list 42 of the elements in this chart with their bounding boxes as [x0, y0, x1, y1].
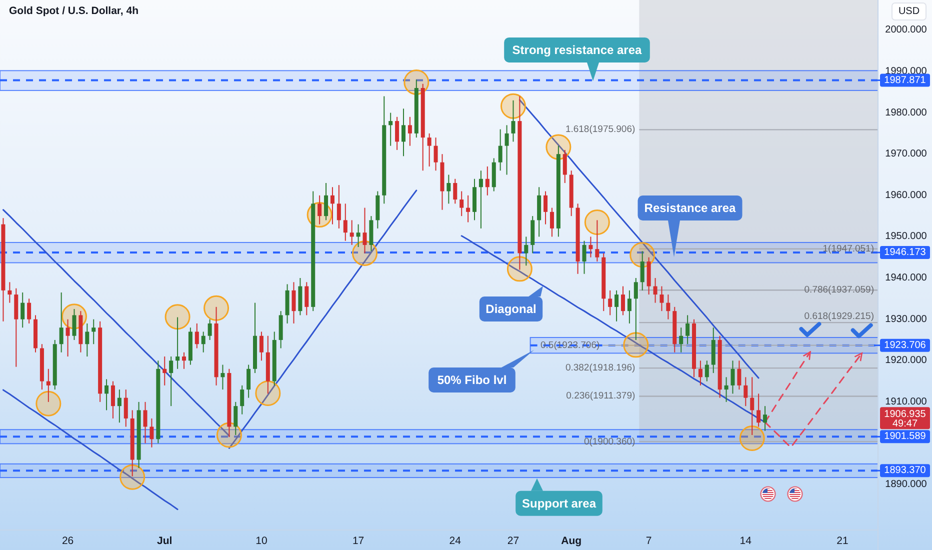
text: 1906.935 — [884, 409, 926, 420]
y-tick-label: 1930.000 — [885, 314, 928, 325]
text: Gold Spot / U.S. Dollar, 4h — [9, 5, 139, 17]
y-tick-label: 1950.000 — [885, 231, 928, 242]
x-tick-label: 17 — [352, 535, 364, 547]
annotation: Strong resistance area — [512, 42, 642, 57]
y-tick-label: 1890.000 — [885, 479, 928, 490]
y-tick-label: 1990.000 — [885, 66, 928, 77]
annotation: Diagonal — [486, 302, 536, 316]
x-tick-label: 27 — [507, 535, 520, 547]
y-tick-label: 1980.000 — [885, 107, 928, 118]
ref-line-label: 1946.173 — [884, 247, 926, 258]
ref-line-label: 1901.589 — [884, 431, 926, 442]
y-tick-label: 1940.000 — [885, 272, 928, 284]
x-tick-label: 7 — [646, 535, 652, 547]
annotation: 50% Fibo lvl — [437, 373, 507, 387]
text: 49:47 — [892, 418, 918, 430]
x-tick-label: 26 — [62, 535, 74, 547]
ref-line-label: 1923.706 — [884, 340, 926, 351]
y-tick-label: 1970.000 — [885, 148, 928, 160]
ref-line-label: 1987.871 — [884, 74, 926, 86]
y-tick-label: 1920.000 — [885, 355, 928, 366]
x-tick-label: 14 — [740, 535, 752, 547]
annotation: Resistance area — [644, 201, 736, 215]
ref-line-label: 0.618(1929.215) — [804, 311, 874, 322]
y-axis-title: USD — [898, 6, 920, 17]
annotation: Support area — [522, 496, 596, 510]
ref-line-label: 0.382(1918.196) — [565, 362, 636, 374]
ref-line-label: 0.786(1937.059) — [804, 284, 874, 296]
x-tick-label: Jul — [157, 535, 172, 547]
y-tick-label: 2000.000 — [885, 24, 928, 36]
ref-line-label: 0.5(1923.706) — [540, 340, 600, 351]
ref-line-label: 1.618(1975.906) — [565, 124, 636, 136]
x-tick-label: 21 — [836, 535, 848, 547]
x-tick-label: 10 — [256, 535, 268, 547]
ref-line-label: 0.236(1911.379) — [566, 390, 636, 402]
x-tick-label: 24 — [449, 535, 462, 547]
ref-line-label: 1(1947.051) — [822, 243, 874, 254]
y-tick-label: 1910.000 — [885, 396, 928, 408]
y-tick-label: 1960.000 — [885, 190, 928, 201]
x-tick-label: Aug — [561, 535, 582, 547]
ref-line-label: 1893.370 — [884, 465, 926, 476]
